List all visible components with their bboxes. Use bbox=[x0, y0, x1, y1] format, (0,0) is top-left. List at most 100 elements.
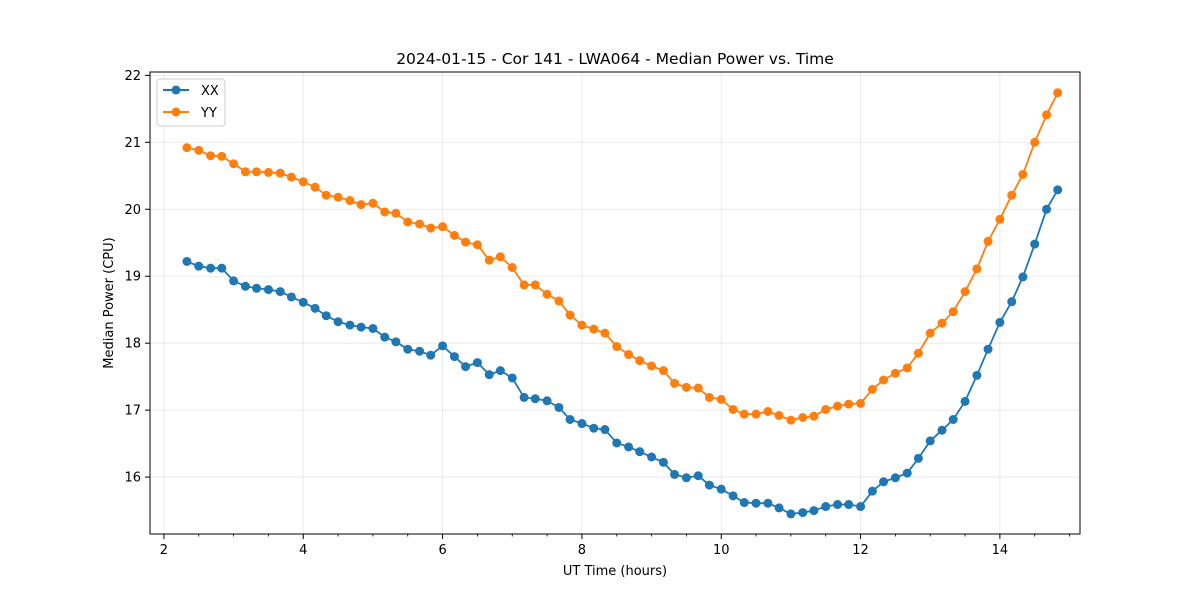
series-layer bbox=[182, 88, 1063, 519]
x-axis-label: UT Time (hours) bbox=[563, 564, 667, 579]
data-point-xx bbox=[449, 352, 459, 362]
data-point-xx bbox=[345, 320, 355, 330]
legend-label-xx: XX bbox=[201, 84, 219, 99]
data-point-xx bbox=[890, 473, 900, 483]
legend-label-yy: YY bbox=[200, 106, 217, 121]
x-tick-label: 10 bbox=[713, 543, 730, 558]
data-point-xx bbox=[704, 480, 714, 490]
data-point-yy bbox=[229, 159, 239, 169]
data-point-yy bbox=[589, 324, 599, 334]
data-point-xx bbox=[809, 506, 819, 516]
data-point-xx bbox=[1030, 239, 1040, 249]
data-point-yy bbox=[925, 328, 935, 338]
data-point-xx bbox=[995, 317, 1005, 327]
data-point-yy bbox=[972, 264, 982, 274]
data-point-yy bbox=[449, 230, 459, 240]
y-tick-label: 16 bbox=[124, 471, 141, 486]
data-point-yy bbox=[995, 214, 1005, 224]
data-point-xx bbox=[1018, 272, 1028, 282]
data-point-xx bbox=[763, 498, 773, 508]
data-point-yy bbox=[798, 412, 808, 422]
data-point-xx bbox=[867, 486, 877, 496]
data-point-xx bbox=[821, 502, 831, 512]
data-point-xx bbox=[380, 332, 390, 342]
data-point-xx bbox=[275, 287, 285, 297]
data-point-yy bbox=[763, 406, 773, 416]
data-point-xx bbox=[716, 484, 726, 494]
data-point-xx bbox=[693, 471, 703, 481]
data-point-yy bbox=[1018, 169, 1028, 179]
data-point-yy bbox=[263, 167, 273, 177]
data-point-xx bbox=[751, 498, 761, 508]
data-point-xx bbox=[519, 392, 529, 402]
data-point-yy bbox=[206, 151, 216, 161]
data-point-yy bbox=[681, 382, 691, 392]
data-point-yy bbox=[658, 366, 668, 376]
data-point-xx bbox=[833, 500, 843, 510]
data-point-xx bbox=[461, 362, 471, 372]
data-point-yy bbox=[1042, 110, 1052, 120]
data-point-xx bbox=[217, 263, 227, 273]
data-point-yy bbox=[321, 190, 331, 200]
data-point-xx bbox=[902, 468, 912, 478]
data-point-xx bbox=[647, 452, 657, 462]
data-point-yy bbox=[704, 392, 714, 402]
data-point-xx bbox=[925, 436, 935, 446]
data-point-xx bbox=[624, 442, 634, 452]
data-point-yy bbox=[310, 182, 320, 192]
data-point-xx bbox=[263, 285, 273, 295]
data-point-yy bbox=[554, 296, 564, 306]
data-point-yy bbox=[252, 167, 262, 177]
data-point-xx bbox=[844, 500, 854, 510]
data-point-yy bbox=[286, 172, 296, 182]
data-point-yy bbox=[507, 263, 517, 273]
data-point-xx bbox=[229, 276, 239, 286]
data-point-yy bbox=[693, 383, 703, 393]
data-point-yy bbox=[856, 398, 866, 408]
data-point-yy bbox=[624, 350, 634, 360]
data-point-xx bbox=[948, 415, 958, 425]
data-point-yy bbox=[217, 151, 227, 161]
data-point-yy bbox=[542, 289, 552, 299]
data-point-xx bbox=[913, 453, 923, 463]
data-point-yy bbox=[182, 143, 192, 153]
y-axis-label: Median Power (CPU) bbox=[102, 237, 117, 368]
x-tick-label: 2 bbox=[160, 543, 168, 558]
data-point-xx bbox=[1042, 204, 1052, 214]
data-point-yy bbox=[1030, 137, 1040, 147]
data-point-xx bbox=[577, 419, 587, 429]
data-point-xx bbox=[333, 317, 343, 327]
data-point-xx bbox=[786, 509, 796, 519]
data-point-yy bbox=[530, 280, 540, 290]
data-point-xx bbox=[206, 263, 216, 273]
data-point-yy bbox=[937, 318, 947, 328]
data-point-xx bbox=[368, 323, 378, 333]
data-point-xx bbox=[321, 311, 331, 321]
data-point-yy bbox=[275, 168, 285, 178]
data-point-yy bbox=[356, 200, 366, 210]
data-point-xx bbox=[972, 370, 982, 380]
y-tick-label: 17 bbox=[124, 404, 141, 419]
data-point-yy bbox=[809, 411, 819, 421]
data-point-yy bbox=[902, 363, 912, 373]
data-point-yy bbox=[415, 219, 425, 229]
data-point-xx bbox=[937, 425, 947, 435]
x-tick-label: 4 bbox=[299, 543, 307, 558]
data-point-yy bbox=[983, 236, 993, 246]
data-point-yy bbox=[821, 404, 831, 414]
data-point-xx bbox=[728, 491, 738, 501]
data-point-yy bbox=[368, 198, 378, 208]
data-point-yy bbox=[565, 310, 575, 320]
y-tick-label: 19 bbox=[124, 270, 141, 285]
data-point-yy bbox=[472, 240, 482, 250]
data-point-xx bbox=[542, 396, 552, 406]
data-point-yy bbox=[345, 196, 355, 206]
legend: XX YY bbox=[156, 78, 226, 127]
data-point-xx bbox=[310, 303, 320, 313]
data-point-yy bbox=[728, 404, 738, 414]
data-point-xx bbox=[415, 346, 425, 356]
x-tick-label: 8 bbox=[578, 543, 586, 558]
data-point-xx bbox=[426, 350, 436, 360]
data-point-yy bbox=[438, 222, 448, 232]
data-point-xx bbox=[960, 396, 970, 406]
